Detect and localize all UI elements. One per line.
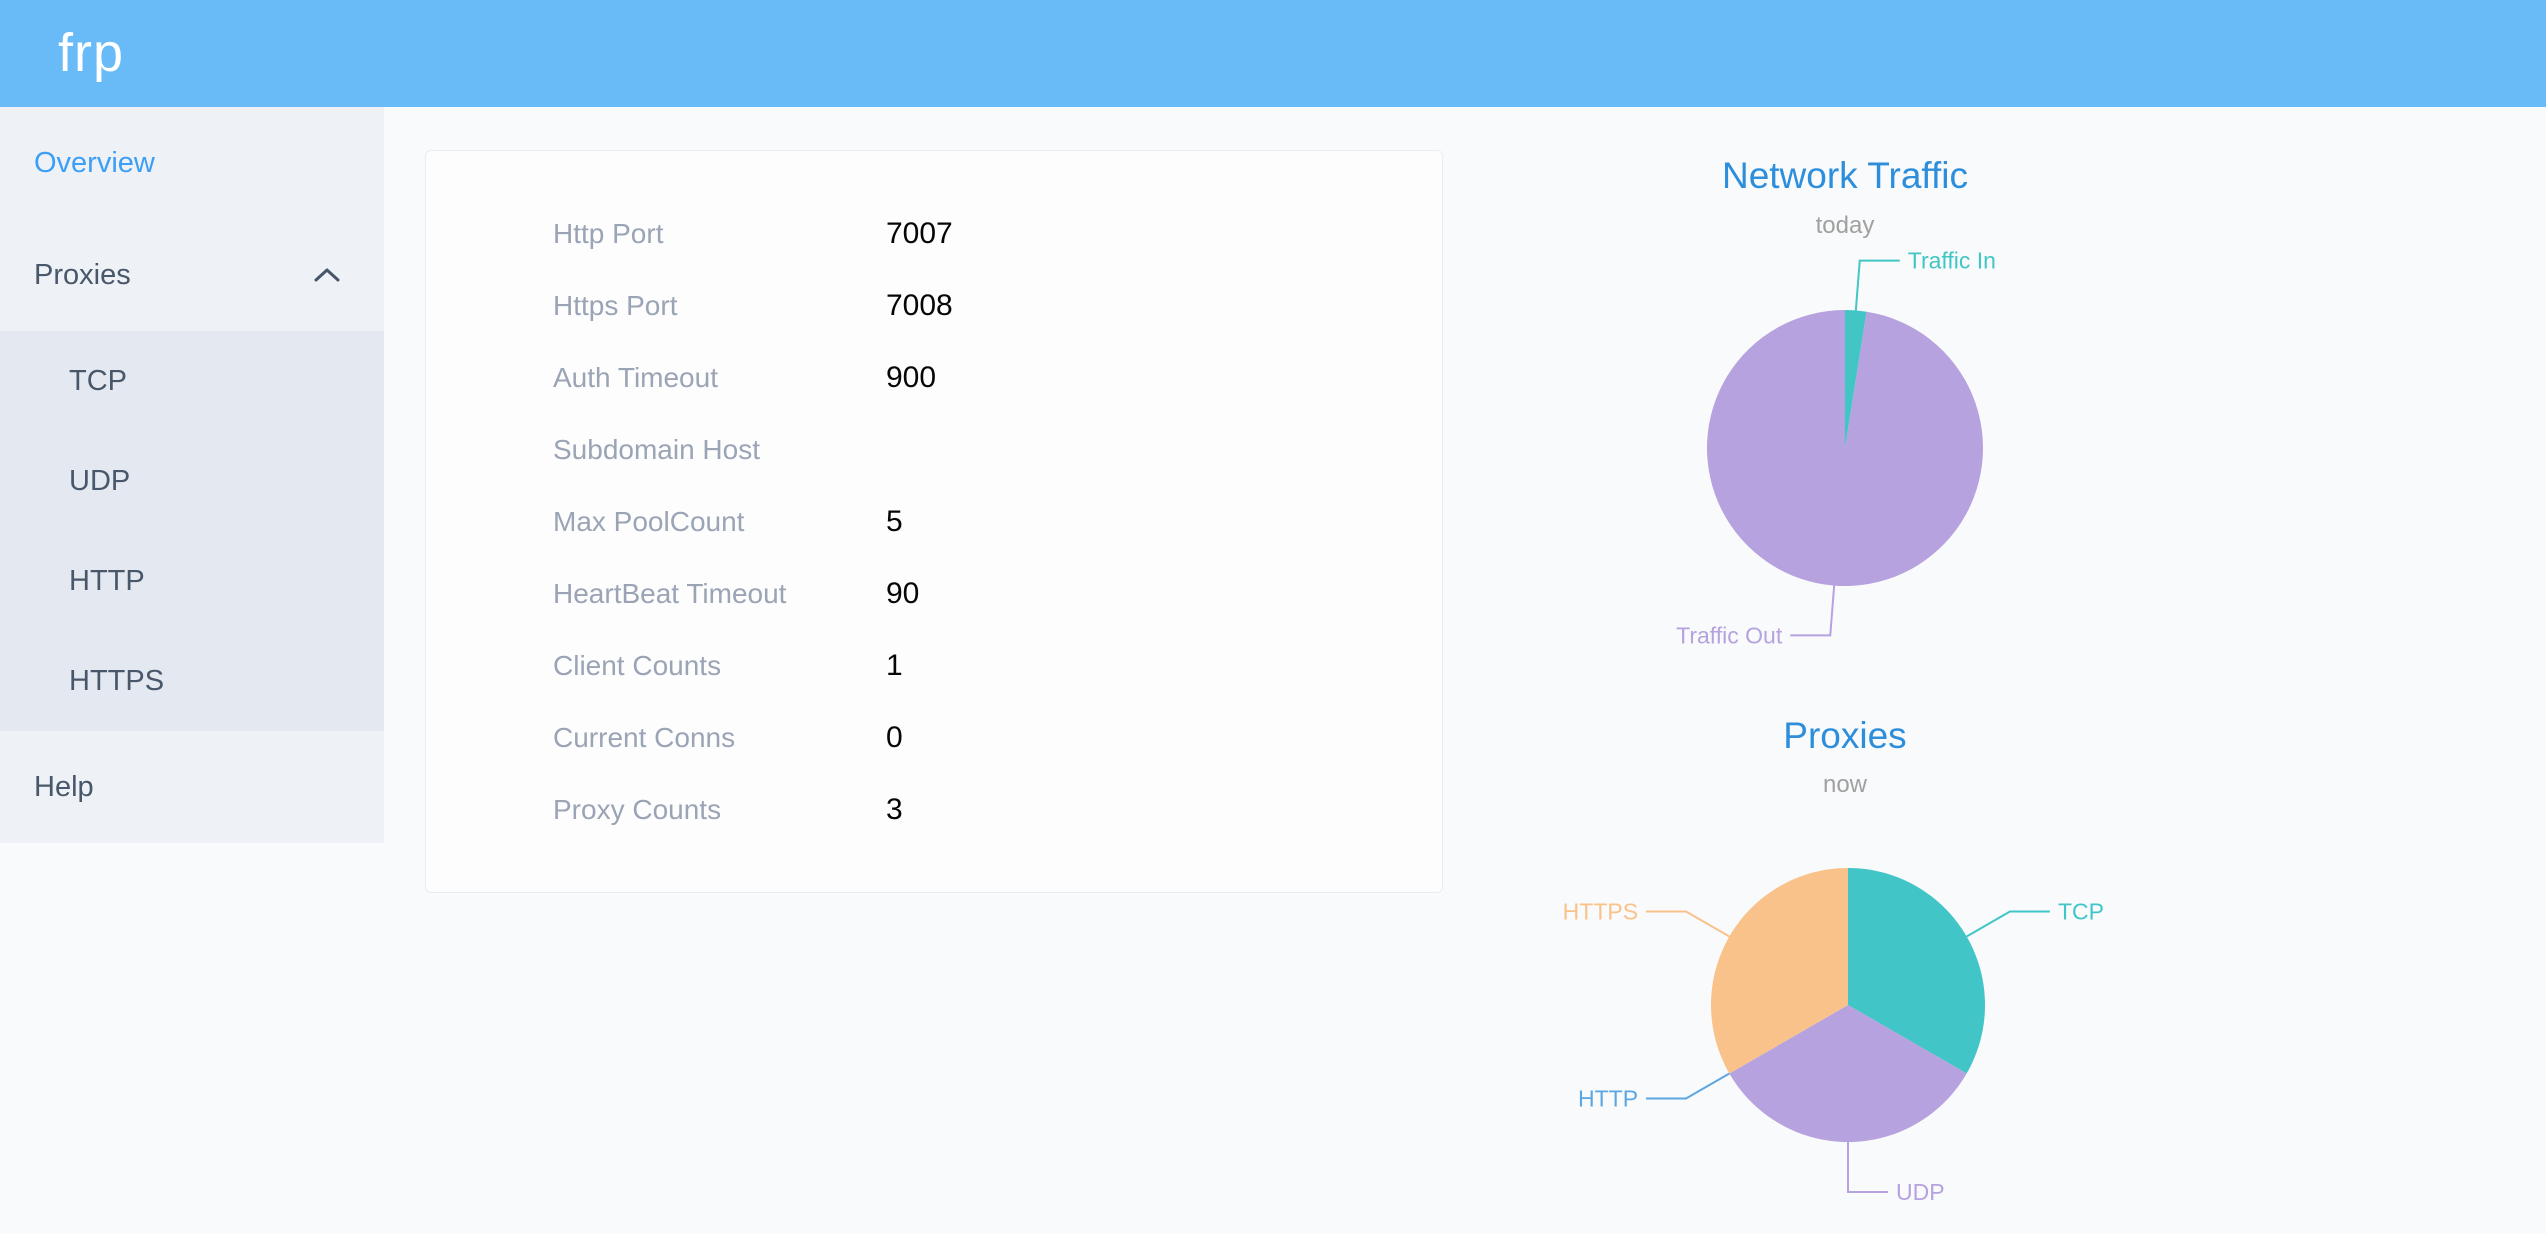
config-label: Subdomain Host	[553, 434, 761, 465]
config-value: 1	[886, 649, 903, 682]
pie-label-traffic-in: Traffic In	[1908, 250, 1996, 274]
pie-slice-traffic-out[interactable]	[1707, 310, 1983, 586]
pie-label-line-http	[1646, 1072, 1730, 1100]
table-row: Client Counts 1	[426, 630, 1442, 702]
sidebar-item-label: Proxies	[34, 259, 131, 291]
config-label: Max PoolCount	[553, 506, 745, 537]
pie-slice-https[interactable]	[1711, 868, 1848, 1074]
proxies-pie-chart[interactable]: TCP UDP HTTP HTTPS	[1540, 810, 2300, 1234]
proxies-title: Proxies	[1783, 715, 1907, 756]
config-label: Current Conns	[553, 722, 736, 753]
pie-label-line-traffic-in	[1854, 259, 1900, 311]
table-row: Max PoolCount 5	[426, 486, 1442, 558]
proxies-submenu: TCP UDP HTTP HTTPS	[0, 331, 384, 731]
pie-slice-tcp[interactable]	[1848, 868, 1985, 1074]
table-row: Current Conns 0	[426, 702, 1442, 774]
config-value: 3	[886, 793, 903, 826]
pie-label-https: HTTPS	[1563, 899, 1638, 925]
pie-label-line-tcp	[1966, 910, 2050, 938]
pie-label-traffic-out: Traffic Out	[1676, 622, 1783, 648]
sidebar-item-http[interactable]: HTTP	[0, 531, 384, 631]
table-row: Auth Timeout 900	[426, 342, 1442, 414]
network-traffic-subtitle: today	[1815, 212, 1875, 239]
pie-label-udp: UDP	[1896, 1179, 1945, 1205]
app-header: frp	[0, 0, 2546, 107]
sidebar-item-https[interactable]: HTTPS	[0, 631, 384, 731]
proxies-subtitle: now	[1822, 771, 1868, 798]
config-value: 7007	[886, 217, 953, 250]
sidebar-item-overview[interactable]: Overview	[0, 107, 384, 219]
sidebar-item-label: HTTP	[69, 565, 145, 597]
sidebar: Overview Proxies TCP UDP HTTP HTTPS Help	[0, 107, 384, 843]
pie-slice-traffic-in[interactable]	[1845, 310, 1867, 448]
pie-label-line-https	[1646, 910, 1730, 938]
config-value: 5	[886, 505, 903, 538]
network-traffic-title: Network Traffic	[1721, 155, 1969, 196]
sidebar-item-help[interactable]: Help	[0, 731, 384, 843]
sidebar-item-proxies[interactable]: Proxies	[0, 219, 384, 331]
app-logo: frp	[58, 23, 125, 83]
config-value: 0	[886, 721, 903, 754]
sidebar-item-label: Overview	[34, 147, 155, 179]
sidebar-item-tcp[interactable]: TCP	[0, 331, 384, 431]
config-value: 7008	[886, 289, 953, 322]
pie-label-http: HTTP	[1578, 1086, 1638, 1112]
sidebar-item-label: Help	[34, 771, 94, 803]
table-row: HeartBeat Timeout 90	[426, 558, 1442, 630]
table-row: Subdomain Host	[426, 414, 1442, 486]
sidebar-item-udp[interactable]: UDP	[0, 431, 384, 531]
server-info-card: Http Port 7007 Https Port 7008 Auth Time…	[425, 150, 1443, 893]
network-traffic-pie-chart[interactable]: Traffic In Traffic Out	[1540, 250, 2300, 695]
pie-slice-udp[interactable]	[1729, 1005, 1967, 1142]
chevron-up-icon	[314, 268, 340, 282]
table-row: Http Port 7007	[426, 198, 1442, 270]
config-label: HeartBeat Timeout	[553, 578, 787, 609]
config-value: 900	[886, 361, 937, 394]
pie-label-line-traffic-out	[1790, 585, 1836, 637]
pie-label-tcp: TCP	[2058, 899, 2104, 925]
sidebar-item-label: TCP	[69, 365, 127, 397]
pie-label-line-udp	[1847, 1142, 1888, 1193]
config-label: Http Port	[553, 218, 664, 249]
table-row: Proxy Counts 3	[426, 774, 1442, 846]
sidebar-item-label: HTTPS	[69, 665, 165, 697]
sidebar-item-label: UDP	[69, 465, 131, 497]
config-value: 90	[886, 577, 920, 610]
table-row: Https Port 7008	[426, 270, 1442, 342]
config-label: Https Port	[553, 290, 678, 321]
config-label: Proxy Counts	[553, 794, 722, 825]
config-label: Client Counts	[553, 650, 722, 681]
config-label: Auth Timeout	[553, 362, 718, 393]
